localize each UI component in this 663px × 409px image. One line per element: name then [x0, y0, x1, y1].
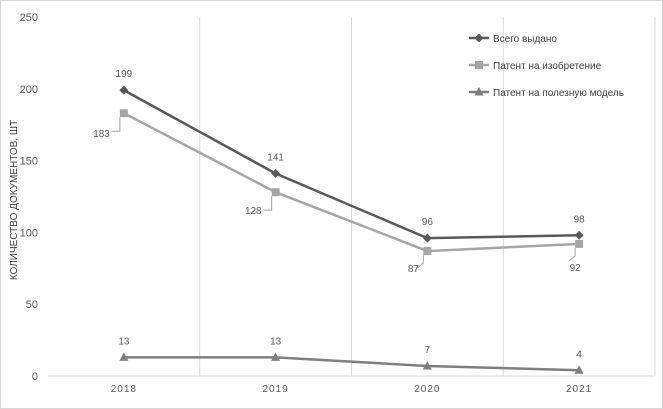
- data-point: [422, 360, 432, 370]
- legend-marker: [474, 87, 484, 96]
- legend-marker: [474, 33, 484, 43]
- data-point: [574, 230, 584, 240]
- legend-label: Патент на изобретение: [493, 60, 602, 72]
- label-leader-line: [263, 196, 273, 211]
- x-tick-label: 2019: [263, 384, 289, 395]
- data-point: [271, 188, 280, 197]
- data-label: 13: [118, 336, 130, 347]
- data-point: [119, 109, 128, 118]
- data-label: 128: [245, 206, 262, 217]
- legend-label: Патент на полезную модель: [493, 88, 624, 99]
- data-point: [271, 352, 281, 361]
- data-label: 87: [408, 264, 420, 275]
- data-point: [119, 85, 129, 95]
- x-tick-label: 2018: [111, 384, 137, 395]
- y-tick-label: 150: [20, 156, 38, 168]
- x-axis-ticks: 2018 2019 2020 2021: [111, 384, 592, 395]
- data-label: 199: [116, 69, 133, 80]
- y-tick-label: 250: [20, 12, 38, 24]
- data-label: 98: [574, 214, 586, 225]
- y-tick-label: 100: [20, 227, 38, 239]
- legend-marker: [475, 61, 483, 69]
- y-tick-label: 50: [26, 299, 38, 311]
- data-label: 183: [93, 129, 110, 140]
- series-line: [123, 356, 580, 372]
- data-point: [575, 239, 584, 248]
- data-point: [423, 247, 432, 256]
- data-point: [271, 169, 281, 179]
- label-leader-line: [417, 255, 424, 269]
- y-axis-ticks: 0 50 100 150 200 250: [20, 12, 38, 383]
- data-label: 96: [422, 217, 434, 228]
- data-labels: 199 141 96 98 183 128 87 92 13 13 7 4: [93, 69, 585, 360]
- legend: Всего выдано Патент на изобретение Патент …: [469, 33, 624, 99]
- x-tick-label: 2020: [414, 384, 440, 395]
- data-label: 7: [425, 345, 431, 356]
- x-tick-label: 2021: [566, 384, 592, 395]
- series-line: [123, 112, 580, 253]
- y-tick-label: 200: [20, 84, 38, 96]
- data-point: [422, 233, 432, 243]
- data-label: 141: [267, 153, 284, 164]
- label-leader-line: [111, 117, 121, 132]
- data-label: 4: [576, 349, 582, 360]
- gridlines: [199, 17, 656, 376]
- y-axis-label: КОЛИЧЕСТВО ДОКУМЕНТОВ, ШТ: [9, 120, 20, 280]
- data-point: [119, 352, 129, 361]
- series-group: [119, 85, 584, 374]
- series-line: [123, 89, 580, 240]
- data-label: 92: [570, 263, 582, 274]
- y-tick-label: 0: [32, 371, 38, 383]
- data-label: 13: [270, 336, 282, 347]
- legend-label: Всего выдано: [493, 34, 557, 45]
- data-point: [574, 365, 584, 374]
- label-leader-line: [568, 247, 576, 262]
